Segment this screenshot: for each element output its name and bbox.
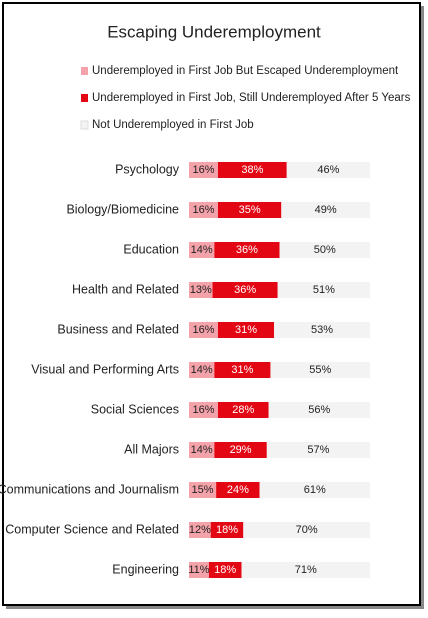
value-label: 50% [314,244,336,256]
bar-segment [217,162,287,178]
value-label: 51% [313,284,335,296]
value-label: 12% [189,524,211,536]
value-label: 46% [317,164,339,176]
bar-segment [189,362,215,378]
legend-swatch [81,67,88,75]
category-label: Business and Related [57,322,179,336]
category-label: Computer Science and Related [5,522,179,536]
bar-segment [259,482,370,498]
value-label: 36% [234,284,256,296]
bar-segment [277,282,370,298]
value-label: 70% [296,524,318,536]
bar-segment [189,402,218,418]
bar-segment [241,562,370,578]
category-label: Biology/Biomedicine [66,202,179,216]
value-label: 11% [188,564,209,576]
bar-segment [189,162,218,178]
value-label: 36% [236,244,258,256]
value-label: 31% [235,324,257,336]
value-label: 16% [192,324,214,336]
value-label: 55% [309,364,331,376]
value-label: 53% [311,324,333,336]
value-label: 31% [231,364,253,376]
bar-segment [214,442,267,458]
value-label: 49% [315,204,337,216]
chart-title: Escaping Underemployment [107,22,321,41]
legend-label: Underemployed in First Job But Escaped U… [92,65,399,77]
value-label: 16% [192,204,214,216]
value-label: 16% [192,164,214,176]
bar-segment [217,202,282,218]
value-label: 56% [308,404,330,416]
value-label: 18% [216,524,238,536]
bar-segment [286,162,370,178]
bar-segment [216,482,260,498]
bar-segment [214,242,280,258]
bar-segment [279,242,370,258]
value-label: 14% [191,244,213,256]
category-label: Psychology [115,162,180,176]
value-label: 57% [307,444,329,456]
bar-segment [243,522,370,538]
value-label: 14% [191,444,213,456]
value-label: 18% [214,564,236,576]
legend-swatch [80,120,89,130]
bar-segment [189,562,209,578]
bar-segment [214,362,271,378]
bar-segment [189,282,213,298]
bar-segment [212,282,278,298]
bar-segment [268,402,370,418]
bar-segment [274,322,370,338]
value-label: 61% [304,484,326,496]
legend-swatch [81,94,88,102]
category-label: Communications and Journalism [0,482,179,496]
bar-segment [270,362,370,378]
bar-segment [189,442,215,458]
bar-segment [208,562,242,578]
legend-label: Underemployed in First Job, Still Undere… [92,92,411,104]
category-label: Health and Related [72,282,179,296]
bar-segment [189,522,211,538]
value-label: 28% [232,404,254,416]
bar-segment [281,202,370,218]
value-label: 16% [192,404,214,416]
value-label: 14% [191,364,213,376]
bar-segment [189,242,215,258]
value-label: 38% [241,164,263,176]
bar-segment [189,482,217,498]
bar-segment [210,522,244,538]
bar-segment [217,402,269,418]
value-label: 13% [190,284,212,296]
value-label: 24% [227,484,249,496]
value-label: 35% [239,204,261,216]
bar-segment [189,322,218,338]
legend-label: Not Underemployed in First Job [92,119,254,131]
bar-segment [189,202,218,218]
category-label: Social Sciences [91,402,179,416]
value-label: 15% [192,484,214,496]
value-label: 71% [295,564,317,576]
category-label: Visual and Performing Arts [31,362,179,376]
bar-segment [266,442,370,458]
value-label: 29% [230,444,252,456]
frame [2,2,421,606]
category-label: All Majors [124,442,179,456]
category-label: Engineering [112,562,179,576]
category-label: Education [123,242,179,256]
bar-segment [217,322,275,338]
